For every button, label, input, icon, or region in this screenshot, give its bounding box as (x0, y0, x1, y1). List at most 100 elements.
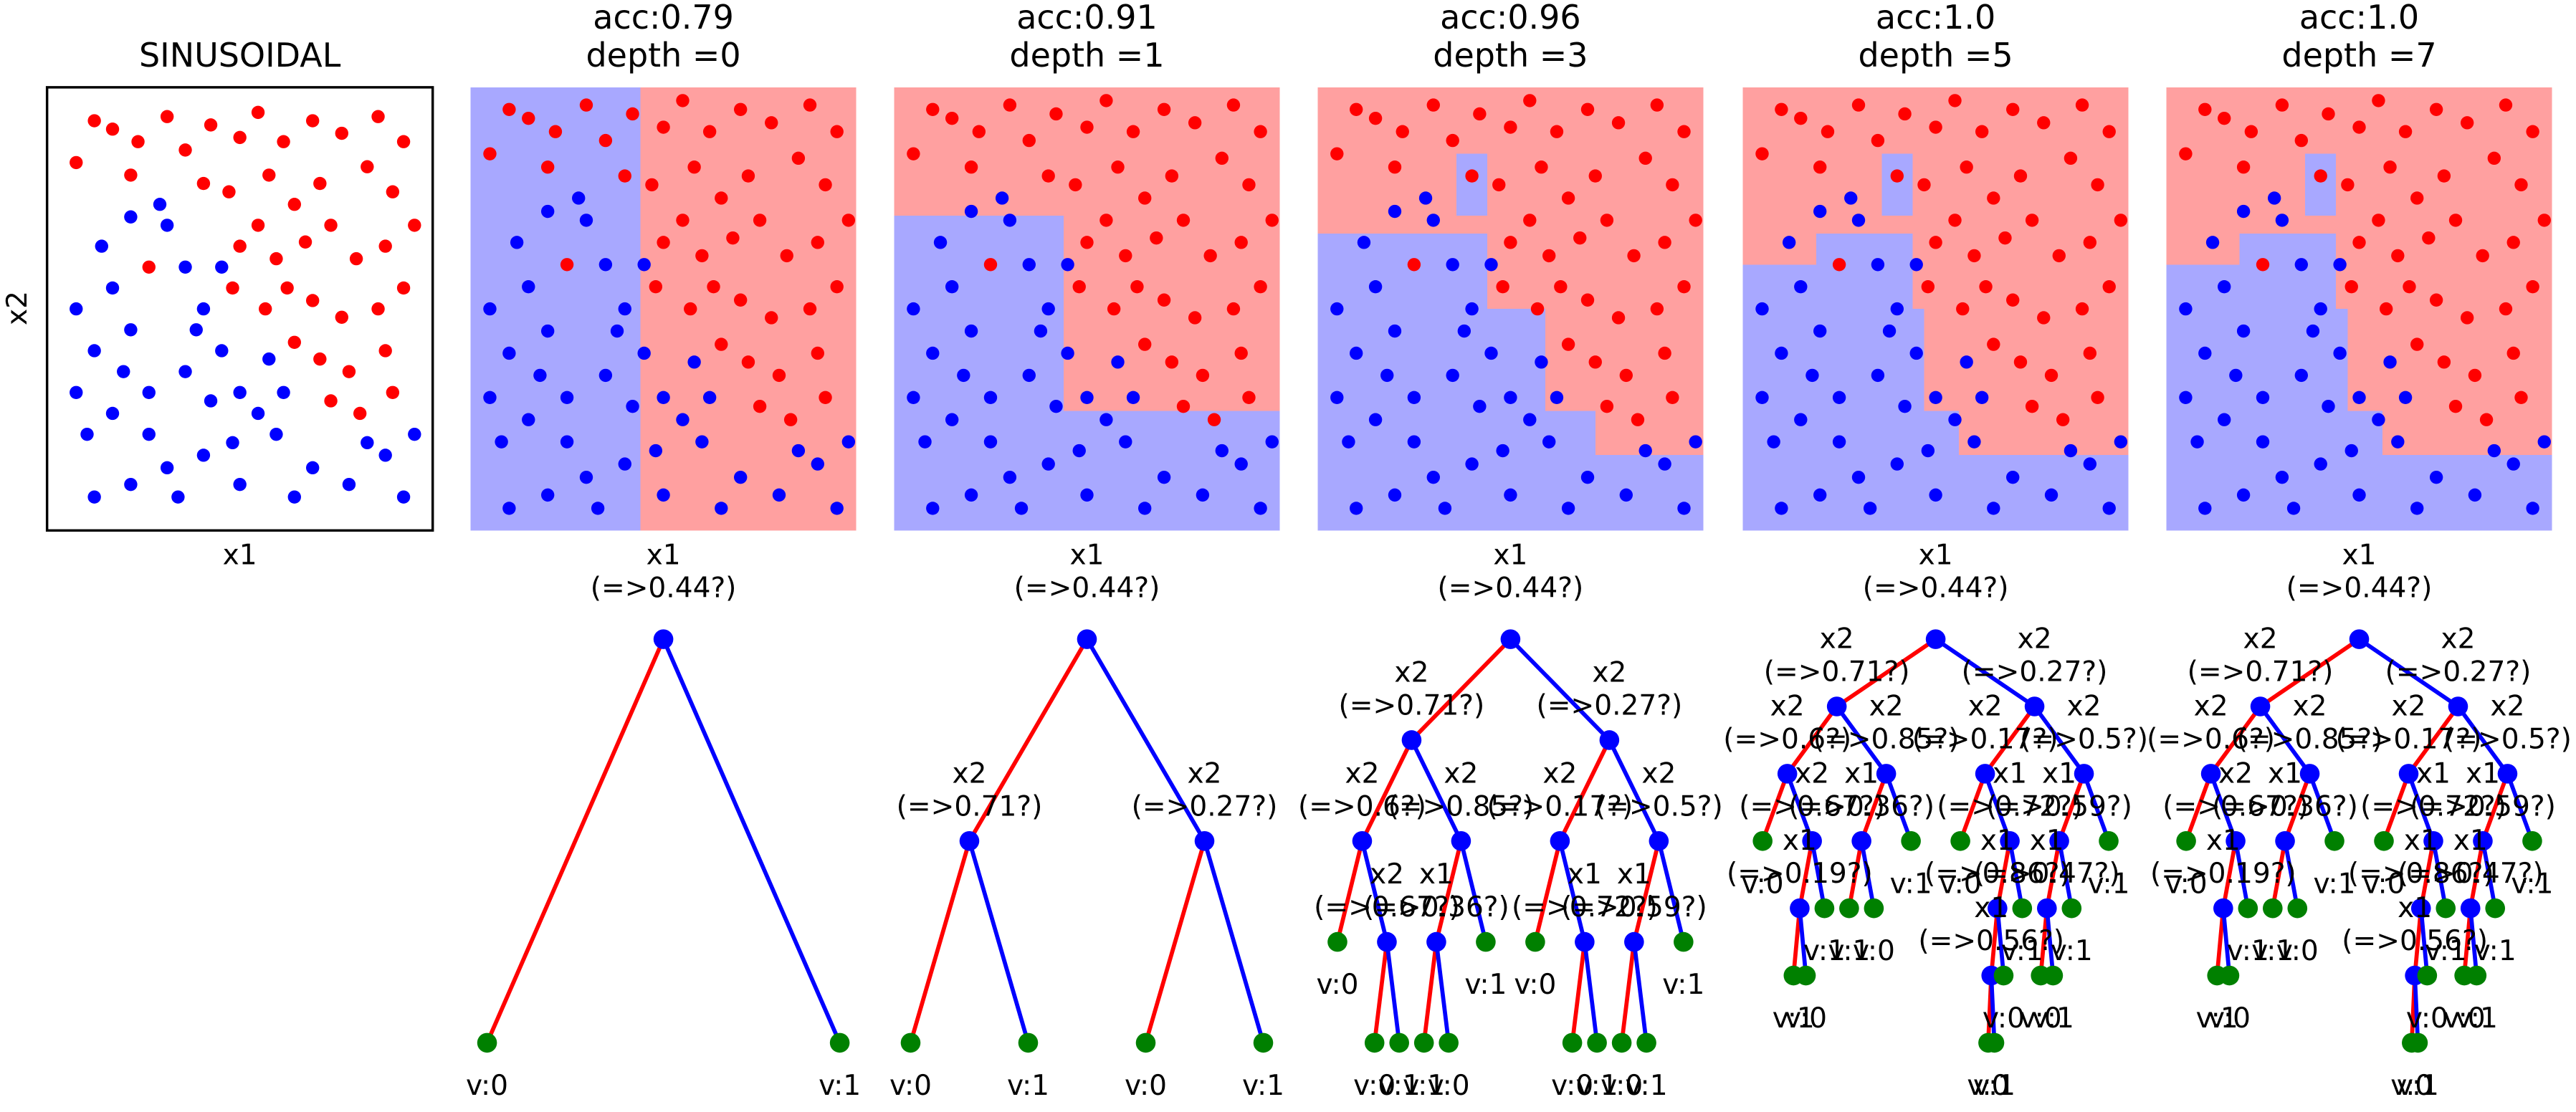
decision-region (1816, 233, 1913, 265)
scatter-point (657, 120, 670, 134)
scatter-point (1484, 258, 1498, 272)
decision-region (640, 87, 857, 531)
node-feature: x1 (2268, 757, 2302, 790)
scatter-point (548, 125, 563, 138)
scatter-point (560, 390, 574, 405)
node-feature: x2 (1592, 656, 1626, 689)
scatter-point (687, 160, 701, 174)
tree-node (2000, 830, 2020, 851)
scatter-point (2514, 178, 2528, 192)
scatter-point (1465, 302, 1479, 316)
scatter-point (1254, 125, 1267, 138)
scatter-point (124, 323, 138, 337)
node-feature: x2 (1188, 757, 1222, 790)
decision-region (894, 216, 1064, 531)
tree-node (1649, 830, 1669, 851)
scatter-point (1388, 488, 1402, 502)
tree-node (2049, 830, 2069, 851)
scatter-point (945, 413, 959, 426)
scatter-point (1368, 413, 1383, 426)
tree-edge (1760, 772, 1790, 842)
scatter-point (1061, 258, 1074, 272)
scatter-point (1882, 324, 1897, 338)
decision-region (1317, 233, 1488, 265)
scatter-point (277, 135, 290, 148)
scatter-point (830, 502, 844, 515)
tree-edge (1557, 840, 1587, 943)
chart-subtitle: depth =1 (1009, 36, 1164, 75)
scatter-point (1226, 98, 1241, 112)
tree-edge (1335, 840, 1365, 943)
scatter-point (1150, 231, 1163, 245)
scatter-point (2083, 457, 2097, 471)
tree-edge (1421, 941, 1439, 1043)
node-feature: x2 (1370, 858, 1404, 891)
node-feature: x1 (2206, 825, 2241, 857)
scatter-point (2102, 502, 2116, 515)
decision-region (2166, 216, 2337, 234)
scatter-point (1034, 324, 1048, 338)
tree-node (1777, 764, 1798, 784)
scatter-point (1871, 133, 1885, 148)
scatter-point (196, 302, 211, 316)
scatter-point (1349, 102, 1363, 116)
scatter-point (2398, 125, 2413, 138)
scatter-point (277, 385, 290, 400)
scatter-point (1003, 214, 1017, 227)
tree-node (2250, 696, 2271, 716)
leaf-label: v:0 (2208, 1002, 2251, 1035)
tree-leaf (1439, 1032, 1459, 1053)
tree-edge (2209, 705, 2262, 775)
scatter-point (1530, 302, 1545, 316)
scatter-point (361, 160, 374, 173)
scatter-point (287, 490, 302, 504)
scatter-point (1022, 258, 1036, 272)
scatter-point (1535, 355, 1548, 369)
scatter-point (1677, 502, 1691, 515)
tree-node (2226, 830, 2246, 851)
node-threshold: (=>0.72?) (2360, 790, 2506, 823)
decision-region (1970, 309, 2129, 411)
scatter-point (2487, 444, 2501, 458)
scatter-point (907, 147, 920, 160)
scatter-point (2333, 258, 2347, 272)
scatter-point (2064, 444, 2078, 458)
scatter-point (926, 502, 940, 515)
scatter-point (687, 355, 701, 369)
scatter-point (105, 281, 120, 295)
scatter-point (2537, 214, 2551, 227)
scatter-point (1330, 390, 1344, 405)
tree-leaf (1327, 931, 1347, 952)
scatter-point (1975, 390, 1989, 405)
leaf-label: v:0 (2390, 1070, 2433, 1102)
tree-edge (1385, 941, 1402, 1043)
scatter-point (610, 324, 624, 338)
decision-region (2166, 87, 2337, 154)
tree-edge (1619, 941, 1636, 1043)
scatter-point (657, 390, 670, 405)
scatter-point (933, 236, 948, 249)
scatter-point (1987, 191, 2000, 205)
scatter-point (386, 385, 400, 400)
scatter-point (87, 114, 101, 128)
tree-leaf (1752, 830, 1773, 851)
scatter-point (178, 260, 192, 274)
chart-subtitle: depth =5 (1859, 36, 2013, 75)
decision-region (2239, 233, 2337, 265)
scatter-point (811, 236, 824, 249)
scatter-point (2083, 346, 2097, 360)
scatter-point (87, 490, 101, 504)
scatter-point (2102, 279, 2116, 294)
scatter-point (2526, 502, 2539, 515)
scatter-point (2526, 279, 2539, 294)
scatter-point (70, 385, 83, 400)
tree-edge (1509, 638, 1611, 742)
tree-leaf (1413, 1032, 1434, 1053)
scatter-point (1215, 151, 1229, 166)
scatter-point (178, 143, 192, 157)
decision-region (1742, 87, 1913, 154)
decision-region (2166, 153, 2306, 216)
scatter-point (1619, 368, 1633, 383)
scatter-point (2275, 214, 2289, 227)
scatter-point (811, 457, 824, 471)
